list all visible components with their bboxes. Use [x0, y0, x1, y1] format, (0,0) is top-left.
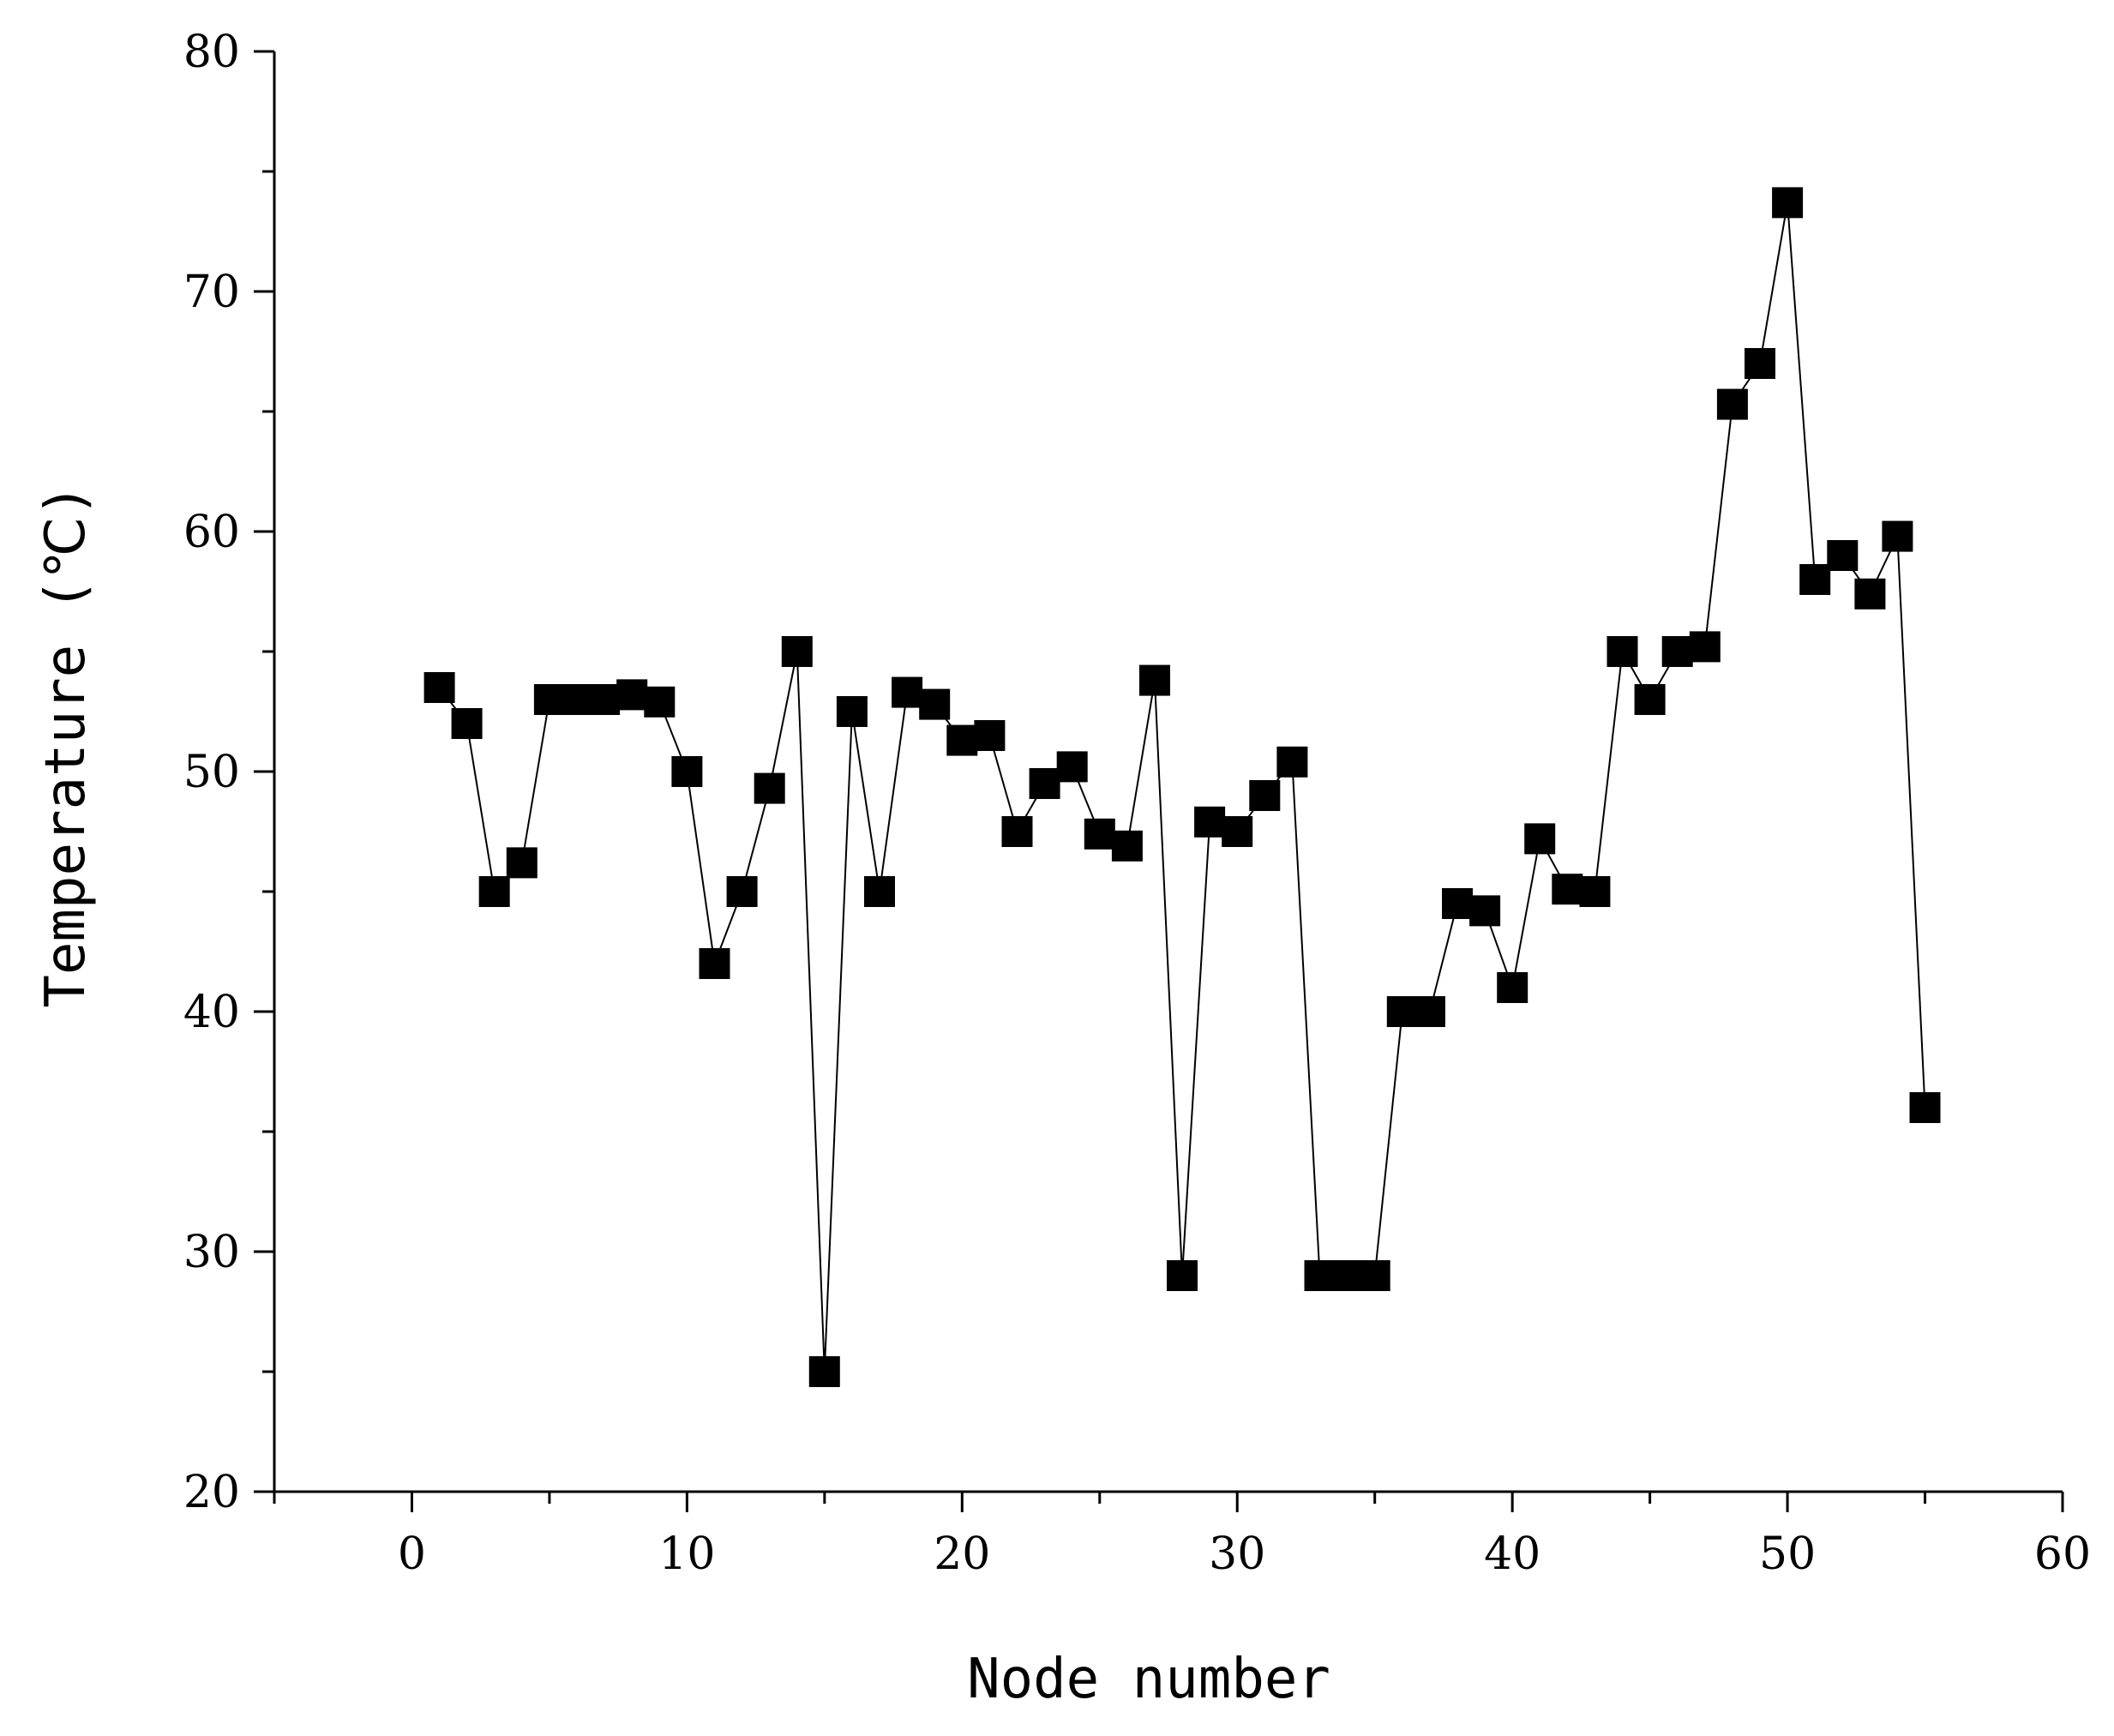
data-point [1386, 996, 1418, 1027]
data-point [1167, 1260, 1198, 1291]
x-axis-title: Node number [967, 1648, 1330, 1711]
data-point [423, 672, 455, 703]
y-tick-label: 40 [183, 987, 240, 1038]
data-point [1497, 972, 1528, 1003]
x-tick-label: 10 [658, 1529, 715, 1580]
data-point [451, 708, 483, 739]
x-tick-label: 50 [1759, 1529, 1816, 1580]
data-point [781, 636, 813, 667]
y-tick-label: 50 [183, 747, 240, 798]
data-point [1745, 348, 1775, 379]
data-point [1056, 751, 1088, 783]
data-point [1029, 768, 1060, 799]
data-point [1716, 388, 1748, 420]
data-point [1882, 520, 1913, 552]
data-point [864, 876, 895, 907]
data-point [1854, 578, 1886, 610]
data-point [1442, 888, 1473, 919]
y-tick-label: 30 [183, 1227, 240, 1278]
data-point [1331, 1260, 1363, 1291]
data-point [1139, 664, 1170, 696]
data-point [478, 876, 510, 907]
data-point [1469, 895, 1501, 927]
data-point [1524, 823, 1556, 855]
x-tick-label: 20 [934, 1529, 990, 1580]
data-point [946, 724, 978, 756]
data-point [919, 688, 951, 720]
data-point [562, 684, 592, 715]
data-point [1579, 876, 1611, 907]
data-point [1607, 636, 1638, 667]
data-point [1414, 996, 1445, 1027]
x-tick-label: 60 [2034, 1529, 2091, 1580]
x-tick-label: 0 [398, 1529, 426, 1580]
data-point [1222, 816, 1253, 847]
data-point [699, 948, 730, 979]
data-point [1111, 830, 1143, 862]
x-tick-label: 30 [1209, 1529, 1265, 1580]
data-point [1084, 818, 1115, 850]
data-point [589, 684, 621, 715]
data-point [1359, 1260, 1390, 1291]
data-point [1194, 806, 1226, 838]
data-point [754, 772, 785, 804]
data-point [1249, 780, 1281, 811]
data-point [1001, 816, 1033, 847]
y-tick-label: 20 [183, 1467, 240, 1518]
data-point [1799, 564, 1831, 595]
data-point [533, 684, 565, 715]
data-point [1827, 540, 1859, 571]
data-point [892, 676, 923, 708]
data-point [1689, 631, 1721, 663]
data-point [726, 876, 758, 907]
data-point [1552, 874, 1583, 905]
data-point [506, 847, 538, 879]
data-point [808, 1356, 840, 1387]
data-point [644, 686, 676, 718]
markers [423, 187, 1941, 1387]
tick-labels: 0 10 20 30 40 50 60 20 30 40 50 60 70 80 [183, 27, 2091, 1580]
y-tick-label: 60 [183, 507, 240, 558]
data-point [1909, 1092, 1941, 1123]
y-tick-label: 70 [183, 267, 240, 318]
y-axis-title: Temperature (℃) [34, 484, 98, 1007]
data-point [974, 720, 1006, 751]
data-point [1276, 746, 1308, 778]
series-line [438, 202, 1926, 1373]
data-point [1634, 684, 1666, 715]
data-point [836, 696, 868, 727]
data-point [1304, 1260, 1336, 1291]
data-point [1661, 636, 1693, 667]
y-tick-label: 80 [183, 27, 240, 78]
data-point [1772, 187, 1804, 219]
data-point [616, 679, 648, 711]
data-point [671, 756, 703, 787]
x-tick-label: 40 [1484, 1529, 1540, 1580]
ticks [254, 50, 2064, 1512]
